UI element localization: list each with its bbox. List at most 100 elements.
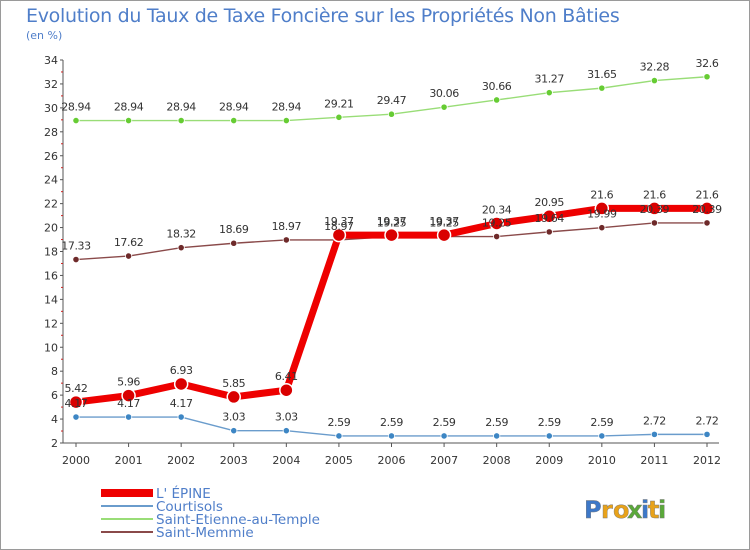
data-point — [177, 413, 185, 421]
y-tick-label: 34 — [44, 54, 58, 67]
data-label: 20.95 — [535, 196, 565, 209]
data-point — [647, 201, 662, 216]
data-point — [226, 389, 241, 405]
data-label: 6.93 — [170, 364, 193, 377]
data-point — [72, 255, 80, 264]
data-label: 2.59 — [538, 416, 561, 429]
data-label: 31.27 — [535, 73, 565, 86]
data-label: 18.69 — [219, 223, 249, 236]
data-point — [440, 432, 448, 440]
data-point — [545, 89, 553, 97]
y-tick-label: 2 — [51, 437, 58, 450]
data-point — [124, 413, 133, 421]
data-point — [72, 116, 80, 125]
data-point — [703, 219, 711, 227]
y-tick-label: 10 — [44, 341, 58, 354]
data-label: 32.6 — [696, 57, 719, 70]
y-tick-label: 28 — [44, 126, 58, 139]
x-tick-label: 2009 — [535, 454, 563, 467]
data-label: 4.17 — [117, 397, 140, 410]
data-label: 29.47 — [377, 94, 407, 107]
data-label: 30.66 — [482, 80, 512, 93]
data-label: 4.17 — [65, 397, 88, 410]
data-label: 18.32 — [166, 228, 196, 241]
y-tick-label: 8 — [51, 365, 58, 378]
chart-unit-label: (en %) — [26, 29, 63, 42]
data-label: 19.25 — [429, 217, 459, 230]
data-labels-layer: 5.42 5.96 6.93 5.85 6.41 19.37 19.37 19.37 20.34… — [61, 57, 722, 429]
data-point — [230, 116, 238, 125]
data-point — [124, 252, 133, 260]
y-tick-label: 22 — [44, 198, 58, 211]
data-point — [282, 427, 290, 435]
data-label: 20.39 — [692, 203, 722, 216]
data-point — [279, 382, 294, 398]
data-point — [282, 236, 290, 244]
data-point — [68, 394, 84, 410]
y-tick-label: 16 — [44, 269, 58, 282]
y-tick-label: 18 — [44, 246, 58, 259]
data-label: 32.28 — [640, 61, 670, 74]
y-tick-label: 14 — [44, 293, 58, 306]
legend-label: Courtisols — [156, 499, 223, 515]
data-label: 28.94 — [272, 101, 302, 114]
data-label: 17.62 — [114, 236, 144, 249]
y-tick-label: 26 — [44, 150, 58, 163]
data-point — [177, 244, 185, 252]
logo-letter: i — [641, 496, 649, 524]
data-point — [436, 227, 452, 243]
legend-label: L' ÉPINE — [156, 485, 211, 502]
x-tick-label: 2006 — [378, 454, 406, 467]
data-point — [335, 113, 343, 121]
data-point — [699, 201, 715, 216]
series-saint-etienne-au-temple — [72, 73, 711, 125]
data-point — [650, 219, 659, 227]
series-courtisols — [72, 413, 711, 440]
data-label: 2.72 — [696, 414, 719, 427]
data-label: 28.94 — [114, 101, 144, 114]
logo-letter: t — [648, 496, 659, 524]
data-point — [121, 388, 136, 403]
data-label: 19.99 — [587, 208, 617, 221]
x-tick-label: 2000 — [62, 454, 90, 467]
y-tick-label: 32 — [44, 78, 58, 91]
data-label: 19.64 — [535, 212, 565, 225]
data-point — [124, 116, 133, 125]
data-label: 19.25 — [377, 217, 407, 230]
data-label: 2.72 — [643, 414, 666, 427]
data-label: 2.59 — [590, 416, 613, 429]
data-point — [493, 432, 501, 440]
data-point — [493, 232, 501, 241]
x-tick-label: 2007 — [430, 454, 458, 467]
data-point — [594, 201, 610, 216]
data-point — [331, 227, 347, 243]
data-point — [703, 73, 711, 81]
x-tick-label: 2004 — [272, 454, 300, 467]
data-point — [542, 208, 557, 224]
data-point — [598, 432, 606, 440]
data-label: 28.94 — [61, 101, 91, 114]
y-tick-label: 30 — [44, 102, 58, 115]
data-label: 18.97 — [272, 220, 302, 233]
data-point — [177, 116, 185, 125]
data-label: 19.37 — [377, 215, 407, 228]
data-label: 2.59 — [327, 416, 350, 429]
y-tick-label: 12 — [44, 317, 58, 330]
data-point — [545, 228, 553, 236]
chart-title: Evolution du Taux de Taxe Foncière sur l… — [26, 5, 620, 27]
legend: L' ÉPINECourtisolsSaint-Etienne-au-Templ… — [101, 485, 320, 541]
data-point — [387, 432, 396, 440]
x-tick-label: 2002 — [167, 454, 195, 467]
data-label: 5.85 — [222, 377, 245, 390]
legend-label: Saint-Memmie — [156, 525, 254, 541]
data-label: 2.59 — [433, 416, 456, 429]
data-point — [173, 376, 189, 392]
data-point — [598, 84, 606, 92]
data-label: 19.25 — [482, 217, 512, 230]
legend-label: Saint-Etienne-au-Temple — [156, 512, 320, 528]
data-label: 21.6 — [696, 188, 719, 201]
data-label: 2.59 — [485, 416, 508, 429]
